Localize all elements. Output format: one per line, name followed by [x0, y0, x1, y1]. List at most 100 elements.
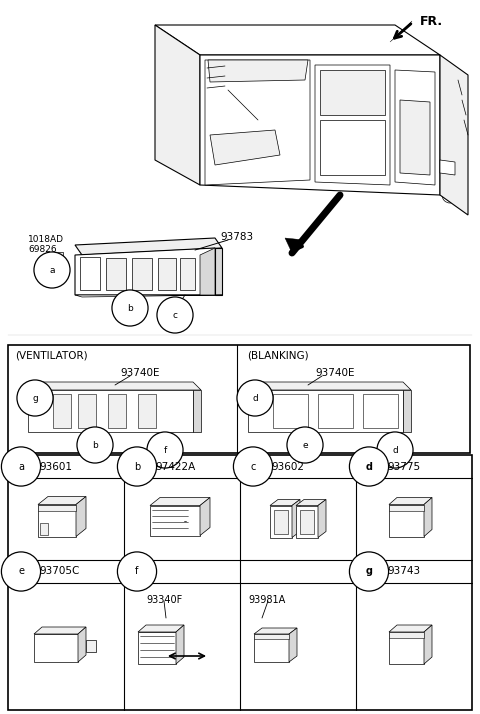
Polygon shape — [270, 506, 292, 538]
Polygon shape — [78, 394, 96, 428]
Polygon shape — [176, 625, 184, 664]
Polygon shape — [132, 258, 152, 290]
Polygon shape — [300, 510, 314, 533]
Text: 93981A: 93981A — [248, 595, 285, 605]
Text: 93602: 93602 — [271, 461, 304, 471]
Circle shape — [251, 113, 261, 123]
Polygon shape — [40, 523, 48, 535]
Text: 93775: 93775 — [387, 461, 420, 471]
Circle shape — [278, 523, 284, 528]
Text: g: g — [365, 566, 372, 576]
Polygon shape — [75, 248, 215, 295]
Polygon shape — [320, 120, 385, 175]
Text: f: f — [163, 446, 167, 455]
Bar — [340, 125, 350, 133]
Polygon shape — [389, 505, 424, 536]
Polygon shape — [75, 295, 222, 297]
Polygon shape — [395, 70, 435, 185]
Polygon shape — [400, 100, 430, 175]
Polygon shape — [389, 625, 432, 632]
Polygon shape — [78, 627, 86, 662]
Text: c: c — [172, 311, 178, 319]
Text: 93740E: 93740E — [315, 368, 355, 378]
Polygon shape — [38, 505, 76, 511]
Polygon shape — [248, 382, 411, 390]
Text: b: b — [92, 441, 98, 450]
Text: 93601: 93601 — [39, 461, 72, 471]
Text: (VENTILATOR): (VENTILATOR) — [15, 350, 88, 360]
Text: a: a — [49, 266, 55, 274]
Polygon shape — [440, 55, 468, 215]
Polygon shape — [138, 394, 156, 428]
Polygon shape — [296, 500, 326, 506]
Polygon shape — [155, 25, 440, 55]
Polygon shape — [38, 505, 76, 536]
Polygon shape — [389, 498, 432, 505]
Polygon shape — [254, 634, 289, 639]
Polygon shape — [158, 258, 176, 290]
Polygon shape — [205, 60, 310, 185]
Polygon shape — [210, 130, 280, 165]
Polygon shape — [138, 632, 176, 664]
Polygon shape — [86, 640, 96, 652]
Polygon shape — [292, 500, 300, 538]
Text: e: e — [302, 441, 308, 450]
Polygon shape — [138, 625, 184, 632]
Polygon shape — [424, 498, 432, 536]
FancyBboxPatch shape — [8, 455, 472, 710]
Polygon shape — [389, 505, 424, 511]
Polygon shape — [440, 160, 455, 175]
Polygon shape — [155, 25, 200, 185]
Polygon shape — [75, 238, 222, 255]
Polygon shape — [200, 248, 215, 295]
Polygon shape — [289, 628, 297, 662]
Polygon shape — [424, 625, 432, 664]
Bar — [370, 125, 380, 133]
Text: 93743: 93743 — [387, 566, 420, 576]
Text: d: d — [392, 446, 398, 455]
Polygon shape — [193, 390, 201, 432]
Text: e: e — [18, 566, 24, 576]
Polygon shape — [34, 627, 86, 634]
Text: c: c — [250, 461, 256, 471]
Polygon shape — [274, 510, 288, 533]
Polygon shape — [248, 390, 403, 432]
Polygon shape — [389, 632, 424, 664]
Text: d: d — [252, 393, 258, 403]
Polygon shape — [363, 394, 398, 428]
Polygon shape — [270, 500, 300, 506]
Polygon shape — [208, 60, 308, 82]
Polygon shape — [390, 21, 412, 42]
Polygon shape — [34, 634, 78, 662]
Polygon shape — [180, 258, 195, 290]
Text: g: g — [32, 393, 38, 403]
Polygon shape — [273, 394, 308, 428]
Text: 93340F: 93340F — [146, 595, 182, 605]
Polygon shape — [403, 390, 411, 432]
Polygon shape — [254, 634, 289, 662]
Text: 93740E: 93740E — [120, 368, 159, 378]
Text: b: b — [134, 461, 140, 471]
Polygon shape — [200, 498, 210, 536]
Polygon shape — [106, 258, 126, 290]
Polygon shape — [80, 257, 100, 290]
Polygon shape — [254, 628, 297, 634]
Polygon shape — [320, 70, 385, 115]
Polygon shape — [318, 500, 326, 538]
Polygon shape — [285, 238, 304, 253]
Text: (BLANKING): (BLANKING) — [247, 350, 309, 360]
Polygon shape — [108, 394, 126, 428]
Bar — [355, 125, 365, 133]
Polygon shape — [28, 382, 201, 390]
Polygon shape — [53, 394, 71, 428]
Polygon shape — [215, 248, 222, 295]
Polygon shape — [150, 506, 200, 536]
Polygon shape — [150, 498, 210, 506]
FancyBboxPatch shape — [8, 345, 470, 453]
Text: 93705C: 93705C — [39, 566, 79, 576]
Polygon shape — [200, 55, 440, 195]
Polygon shape — [28, 390, 193, 432]
Text: b: b — [127, 303, 133, 313]
Polygon shape — [296, 506, 318, 538]
Text: a: a — [18, 461, 24, 471]
